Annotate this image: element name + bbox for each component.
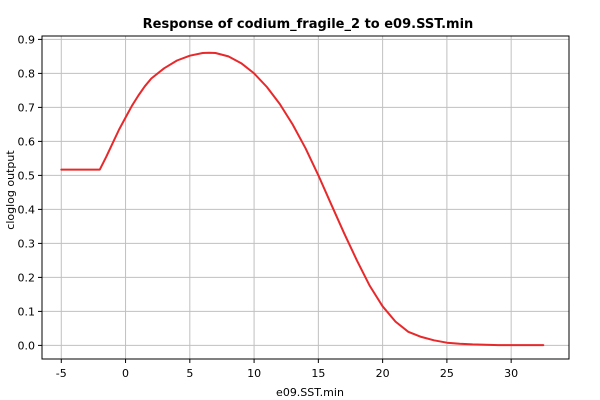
y-tick-label: 0.3: [18, 237, 36, 250]
x-tick-label: 15: [311, 367, 325, 380]
series-line-response: [60, 51, 545, 347]
y-axis-ticks: 0.0 0.1 0.2 0.3 0.4 0.5 0.6 0.7 0.8 0.9: [18, 33, 42, 352]
x-tick-label: 0: [122, 367, 129, 380]
y-tick-label: 0.4: [18, 203, 36, 216]
y-tick-label: 0.7: [18, 101, 36, 114]
plot-frame: [41, 35, 570, 360]
grid-layer: [42, 36, 569, 359]
x-tick-label: 25: [440, 367, 454, 380]
y-axis-label: cloglog output: [4, 150, 17, 230]
chart-title: Response of codium_fragile_2 to e09.SST.…: [143, 17, 474, 32]
y-tick-label: 0.5: [18, 169, 36, 182]
x-axis-label: e09.SST.min: [276, 386, 344, 399]
y-tick-label: 0.0: [18, 339, 36, 352]
x-tick-label: 5: [186, 367, 193, 380]
x-tick-label: -5: [56, 367, 67, 380]
x-tick-label: 10: [247, 367, 261, 380]
y-tick-label: 0.2: [18, 271, 36, 284]
y-tick-label: 0.6: [18, 135, 36, 148]
y-tick-label: 0.8: [18, 67, 36, 80]
x-tick-label: 20: [376, 367, 390, 380]
x-axis-ticks: -5 0 5 10 15 20 25 30: [56, 359, 518, 380]
x-tick-label: 30: [504, 367, 518, 380]
y-tick-label: 0.1: [18, 305, 36, 318]
y-tick-label: 0.9: [18, 33, 36, 46]
series-layer: [60, 51, 545, 347]
